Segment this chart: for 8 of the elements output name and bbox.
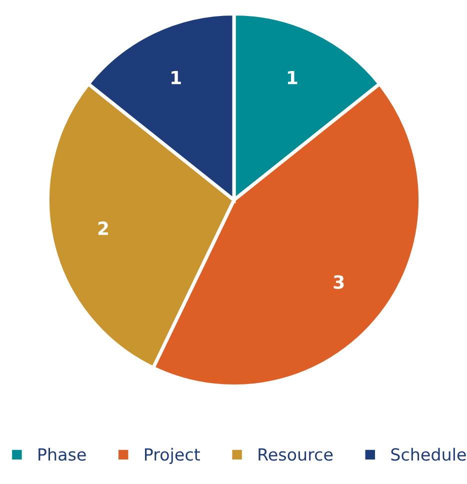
- data-label: 1: [172, 70, 181, 84]
- legend-label: Project: [145, 448, 200, 464]
- legend-label: Phase: [38, 448, 86, 461]
- data-label: 2: [98, 221, 108, 235]
- legend-label: Schedule: [391, 448, 466, 461]
- data-label: 3: [334, 275, 344, 289]
- data-label: 1: [288, 70, 298, 84]
- legend-label: Resource: [258, 448, 333, 461]
